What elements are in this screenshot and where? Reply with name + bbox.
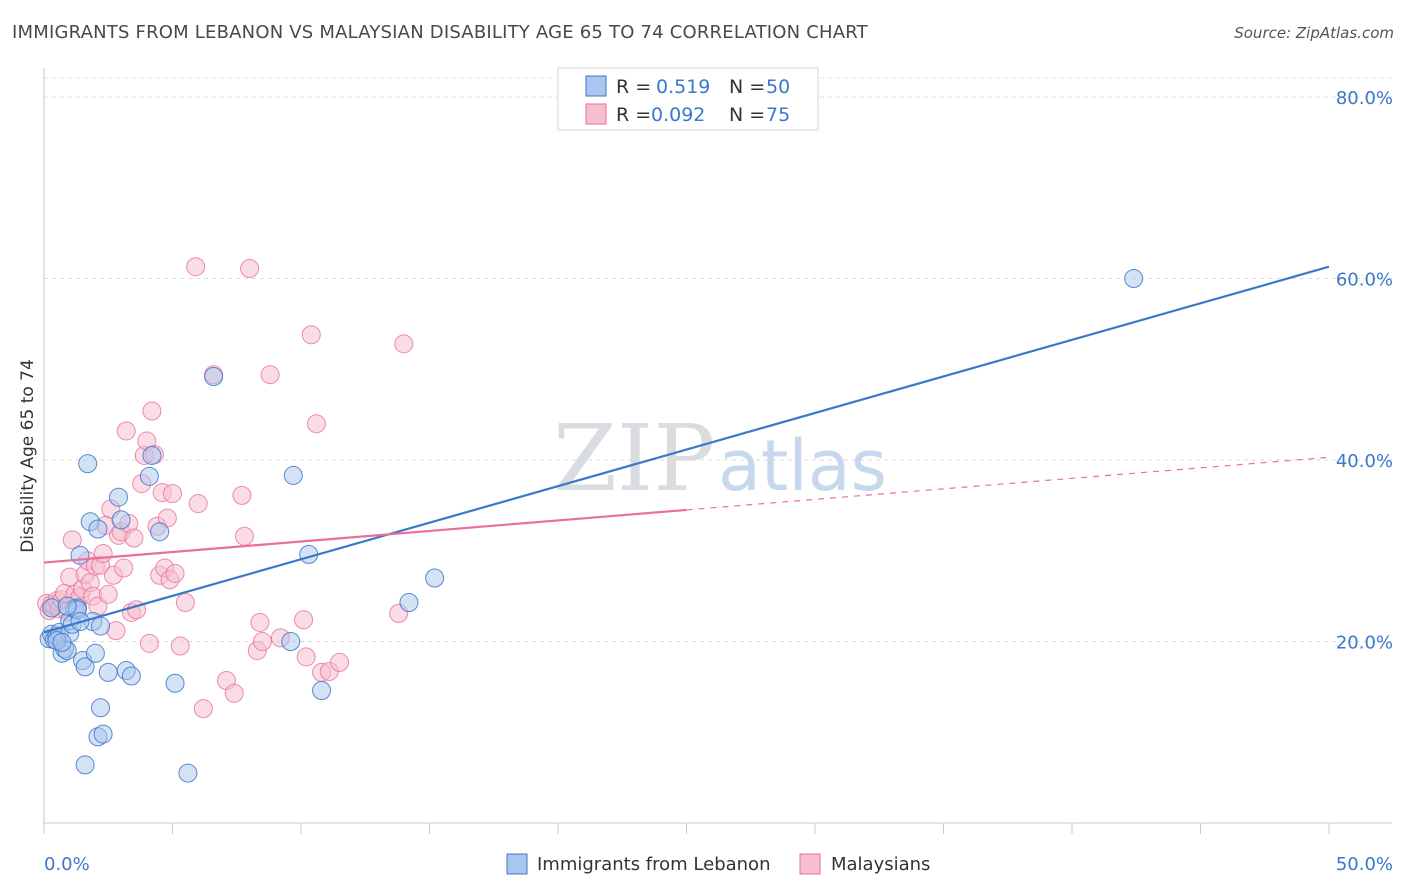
point-malaysians	[306, 414, 326, 434]
series-legend: Immigrants from Lebanon Malaysians	[506, 853, 930, 875]
y-axis-label: Disability Age 65 to 74	[18, 359, 38, 553]
point-lebanon	[57, 596, 77, 616]
bottom-legend-label-lebanon: Immigrants from Lebanon	[537, 854, 770, 875]
point-malaysians	[62, 530, 82, 550]
point-lebanon	[88, 519, 108, 539]
correlation-legend: R = 0.519 N = 50 R = 0.092 N = 75	[557, 67, 819, 131]
point-lebanon	[165, 673, 185, 693]
point-lebanon	[399, 592, 419, 612]
legend-r-value-1: 0.519	[656, 76, 710, 98]
legend-n-label-1: N =	[729, 76, 765, 98]
point-lebanon	[281, 632, 301, 651]
legend-n-value-2: 75	[766, 104, 790, 126]
point-lebanon	[85, 643, 105, 663]
point-malaysians	[240, 259, 260, 279]
point-malaysians	[260, 365, 280, 385]
point-lebanon	[109, 487, 129, 507]
source-credit: Source: ZipAtlas.com	[1234, 24, 1394, 42]
point-malaysians	[224, 683, 244, 703]
bottom-legend-label-malaysians: Malaysians	[831, 854, 930, 875]
point-lebanon	[75, 657, 95, 677]
point-malaysians	[186, 257, 206, 277]
series-lebanon-points	[39, 269, 1144, 783]
legend-r-value-2: 0.092	[651, 104, 705, 126]
point-lebanon	[1124, 269, 1144, 288]
axes	[43, 68, 1392, 834]
x-tick-label-min: 0.0%	[44, 854, 90, 875]
point-malaysians	[301, 325, 321, 345]
point-lebanon	[121, 666, 141, 686]
trend-line-malaysians	[43, 508, 687, 564]
point-malaysians	[170, 636, 190, 656]
trend-line-lebanon	[43, 265, 1330, 634]
point-malaysians	[188, 494, 208, 514]
point-malaysians	[98, 584, 118, 604]
y-tick-labels: 20.0% 40.0% 60.0% 80.0%	[1336, 88, 1393, 654]
point-malaysians	[193, 699, 213, 719]
legend-n-value-1: 50	[766, 76, 790, 98]
point-malaysians	[394, 334, 414, 354]
legend-r-label-2: R =	[616, 104, 651, 126]
point-malaysians	[296, 647, 316, 667]
point-lebanon	[139, 466, 159, 486]
point-lebanon	[93, 724, 113, 744]
point-lebanon	[75, 755, 95, 775]
watermark-zip: ZIP	[553, 405, 715, 512]
point-lebanon	[52, 632, 72, 652]
point-lebanon	[111, 510, 131, 530]
y-tick-label: 60.0%	[1336, 270, 1393, 291]
point-lebanon	[91, 616, 111, 636]
x-tick-label-max: 50.0%	[1336, 854, 1393, 875]
point-lebanon	[70, 545, 90, 565]
legend-n-label-2: N =	[729, 104, 765, 126]
point-malaysians	[163, 484, 182, 504]
point-malaysians	[234, 526, 254, 546]
point-malaysians	[93, 543, 113, 563]
point-malaysians	[116, 421, 136, 441]
point-malaysians	[139, 633, 159, 653]
point-lebanon	[142, 445, 162, 465]
bottom-legend-swatch-lebanon	[506, 853, 528, 875]
point-malaysians	[232, 485, 252, 505]
point-malaysians	[165, 563, 185, 583]
point-lebanon	[178, 763, 198, 783]
point-malaysians	[252, 632, 272, 651]
y-tick-label: 20.0%	[1336, 633, 1393, 654]
x-tick-labels: 0.0% 50.0%	[44, 854, 1393, 875]
gridlines	[44, 77, 1392, 642]
y-tick-label: 80.0%	[1336, 88, 1393, 109]
y-tick-label: 40.0%	[1336, 451, 1393, 472]
point-malaysians	[175, 592, 195, 612]
chart-title: IMMIGRANTS FROM LEBANON VS MALAYSIAN DIS…	[12, 22, 868, 43]
point-lebanon	[91, 698, 111, 718]
watermark: ZIP atlas	[553, 405, 887, 512]
point-lebanon	[312, 681, 332, 701]
point-lebanon	[425, 568, 445, 588]
point-malaysians	[142, 401, 162, 421]
point-malaysians	[294, 610, 314, 630]
trend-lines	[43, 265, 1330, 634]
point-lebanon	[204, 367, 224, 387]
point-malaysians	[124, 528, 144, 548]
bottom-legend-swatch-malaysians	[799, 853, 821, 875]
point-lebanon	[283, 465, 303, 485]
point-lebanon	[78, 454, 98, 474]
point-lebanon	[98, 662, 118, 682]
point-malaysians	[114, 558, 134, 578]
point-lebanon	[150, 522, 170, 542]
watermark-atlas: atlas	[718, 425, 887, 507]
legend-swatch-lebanon	[585, 75, 607, 97]
point-malaysians	[250, 612, 270, 632]
legend-swatch-malaysians	[585, 103, 607, 125]
legend-r-label-1: R =	[616, 76, 651, 98]
point-malaysians	[330, 652, 350, 672]
